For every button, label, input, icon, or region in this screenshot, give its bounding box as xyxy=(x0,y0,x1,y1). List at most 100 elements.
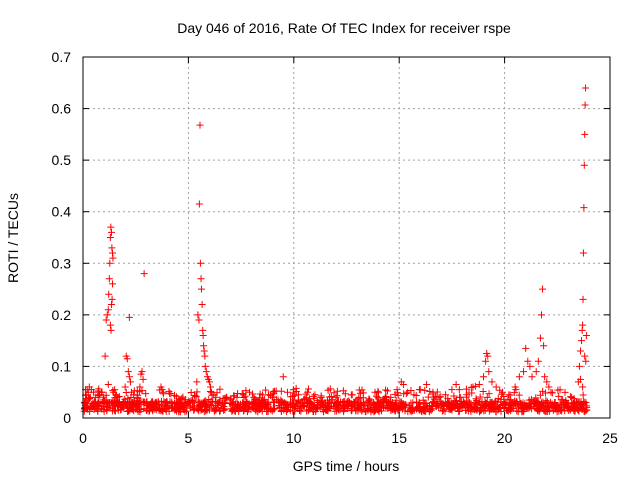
data-point xyxy=(543,378,551,386)
data-point-baseline xyxy=(433,388,441,396)
data-point-baseline xyxy=(319,405,327,413)
x-tick-label: 0 xyxy=(79,430,87,446)
data-point xyxy=(102,316,110,324)
data-point xyxy=(138,368,146,376)
data-point xyxy=(101,352,109,360)
data-point xyxy=(579,249,587,257)
ticks-layer: 0 5 10 15 20 25 0 0.1 0.2 0.3 0.4 0.5 0.6 0.7 xyxy=(52,49,618,446)
data-point-baseline xyxy=(330,389,338,397)
data-point-baseline xyxy=(421,386,429,394)
data-point xyxy=(581,352,589,360)
data-point-baseline xyxy=(249,400,257,408)
data-point-baseline xyxy=(500,399,508,407)
data-point-baseline xyxy=(561,388,569,396)
data-point-baseline xyxy=(195,407,203,415)
data-point xyxy=(522,344,530,352)
data-point-baseline xyxy=(370,399,378,407)
data-point-baseline xyxy=(441,407,449,415)
data-point-baseline xyxy=(468,404,476,412)
data-point-baseline xyxy=(374,399,382,407)
data-point xyxy=(195,200,203,208)
data-point-baseline xyxy=(554,386,562,394)
data-point-baseline xyxy=(485,390,493,398)
data-point xyxy=(311,391,319,399)
data-point xyxy=(200,342,208,350)
data-point-baseline xyxy=(545,407,553,415)
data-point-baseline xyxy=(257,404,265,412)
data-point xyxy=(105,275,113,283)
data-point-baseline xyxy=(273,396,281,404)
data-point-baseline xyxy=(114,399,122,407)
data-point-baseline xyxy=(109,386,117,394)
data-point-baseline xyxy=(158,401,166,409)
data-point-baseline xyxy=(152,406,160,414)
data-point-baseline xyxy=(387,403,395,411)
data-point-baseline xyxy=(539,387,547,395)
data-point-baseline xyxy=(499,401,507,409)
data-point-baseline xyxy=(331,403,339,411)
data-point-baseline xyxy=(455,386,463,394)
data-point xyxy=(526,362,534,370)
data-point-baseline xyxy=(118,402,126,410)
data-point xyxy=(541,373,549,381)
data-point xyxy=(536,334,544,342)
data-point-baseline xyxy=(386,398,394,406)
data-point xyxy=(200,347,208,355)
data-point xyxy=(579,295,587,303)
data-point xyxy=(492,383,500,391)
data-point-baseline xyxy=(462,385,470,393)
data-point-baseline xyxy=(506,391,514,399)
data-point xyxy=(109,280,117,288)
data-point xyxy=(140,270,148,278)
data-point-baseline xyxy=(581,407,589,415)
data-point-baseline xyxy=(191,391,199,399)
data-point xyxy=(576,347,584,355)
data-point xyxy=(537,311,545,319)
y-tick-label: 0.1 xyxy=(52,358,72,374)
data-point-baseline xyxy=(178,400,186,408)
data-point-baseline xyxy=(377,403,385,411)
data-point-baseline xyxy=(370,408,378,416)
data-point-baseline xyxy=(210,407,218,415)
data-point xyxy=(106,321,114,329)
data-point-baseline xyxy=(450,392,458,400)
data-point-baseline xyxy=(200,408,208,416)
data-point xyxy=(123,355,131,363)
data-point xyxy=(121,383,129,391)
data-point-baseline xyxy=(232,405,240,413)
data-point-baseline xyxy=(380,399,388,407)
data-point-baseline xyxy=(451,397,459,405)
data-point xyxy=(539,285,547,293)
data-point xyxy=(106,234,114,241)
data-point-baseline xyxy=(216,385,224,393)
data-point-baseline xyxy=(309,392,317,400)
data-point xyxy=(482,357,490,365)
x-tick-label: 5 xyxy=(185,430,193,446)
data-point xyxy=(532,368,540,376)
data-point-baseline xyxy=(122,389,130,397)
data-point-baseline xyxy=(513,407,521,415)
data-point-baseline xyxy=(221,406,229,414)
y-tick-label: 0.7 xyxy=(52,49,72,65)
data-point-baseline xyxy=(249,390,257,398)
data-point-baseline xyxy=(146,406,154,414)
data-points-layer xyxy=(80,84,591,416)
data-point-baseline xyxy=(408,405,416,413)
data-point-baseline xyxy=(412,391,420,399)
data-point-baseline xyxy=(497,395,505,403)
data-point-baseline xyxy=(426,388,434,396)
plot-frame xyxy=(82,56,611,419)
data-point-baseline xyxy=(356,400,364,408)
data-point-baseline xyxy=(156,386,164,394)
data-point-baseline xyxy=(271,405,279,413)
data-point-baseline xyxy=(258,398,266,406)
data-point-baseline xyxy=(493,403,501,411)
data-point xyxy=(582,331,590,339)
data-point-baseline xyxy=(168,398,176,406)
data-point-baseline xyxy=(448,404,456,412)
data-point xyxy=(520,368,528,376)
data-point-baseline xyxy=(355,386,363,394)
data-point xyxy=(404,388,412,396)
x-tick-label: 25 xyxy=(602,430,618,446)
